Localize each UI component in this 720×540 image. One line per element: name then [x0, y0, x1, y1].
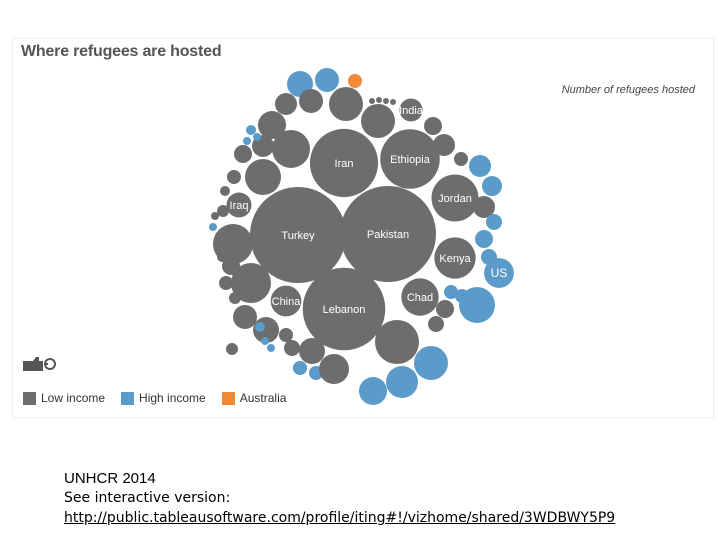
bubble[interactable] [390, 99, 396, 105]
chart-panel: Where refugees are hosted Number of refu… [12, 38, 714, 418]
bubble[interactable] [299, 338, 325, 364]
bubble[interactable] [267, 344, 275, 352]
bubble-label: China [272, 296, 302, 308]
bubble[interactable] [361, 104, 395, 138]
bubble[interactable] [226, 343, 238, 355]
bubble-label: US [491, 266, 508, 280]
bubble[interactable] [211, 212, 219, 220]
bubble[interactable] [222, 257, 240, 275]
bubble[interactable] [386, 366, 418, 398]
bubble[interactable] [428, 316, 444, 332]
interactive-note: See interactive version: [64, 490, 231, 506]
bubble[interactable] [436, 300, 454, 318]
color-legend: Low income High income Australia [23, 391, 286, 405]
bubble-kenya[interactable] [434, 237, 476, 279]
bubble[interactable] [227, 170, 241, 184]
bubble[interactable] [209, 223, 217, 231]
legend-label: Low income [41, 391, 106, 405]
bubble[interactable] [231, 263, 271, 303]
bubble[interactable] [482, 176, 502, 196]
bubble[interactable] [455, 289, 469, 303]
bubble[interactable] [369, 98, 375, 104]
bubble[interactable] [444, 285, 458, 299]
bubble[interactable] [261, 337, 269, 345]
legend-item-low-income[interactable]: Low income [23, 391, 105, 405]
bubble-label: Turkey [281, 230, 315, 242]
bubble[interactable] [243, 137, 251, 145]
bubble-china[interactable] [270, 285, 302, 317]
bubble-pakistan[interactable] [340, 186, 436, 282]
legend-swatch [121, 391, 135, 405]
bubble-label: Chad [407, 292, 433, 304]
bubble[interactable] [215, 232, 223, 240]
bubble[interactable] [319, 354, 349, 384]
bubble-label: Iraq [230, 200, 249, 212]
bubble[interactable] [246, 125, 256, 135]
bubble[interactable] [454, 152, 468, 166]
bubble-india[interactable] [399, 98, 423, 122]
bubble-label: Lebanon [323, 304, 366, 316]
bubble[interactable] [220, 186, 230, 196]
bubble-turkey[interactable] [250, 187, 346, 283]
legend-item-australia[interactable]: Australia [221, 391, 287, 405]
bubble-label: Ethiopia [390, 154, 431, 166]
bubble[interactable] [279, 328, 293, 342]
bubble[interactable] [329, 87, 363, 121]
bubble-label: Jordan [438, 193, 472, 205]
bubble[interactable] [475, 230, 493, 248]
bubble[interactable] [217, 205, 229, 217]
bubble[interactable] [359, 377, 387, 405]
caption: UNHCR 2014 See interactive version: http… [64, 470, 615, 527]
bubble[interactable] [424, 117, 442, 135]
bubble[interactable] [233, 305, 257, 329]
legend-label: Australia [239, 391, 287, 405]
bubble[interactable] [253, 133, 261, 141]
bubble-label: Iran [335, 158, 354, 170]
bubble-ethiopia[interactable] [380, 129, 440, 189]
bubble[interactable] [299, 89, 323, 113]
bubble-us[interactable] [484, 258, 514, 288]
bubble[interactable] [383, 98, 389, 104]
legend-item-high-income[interactable]: High income [121, 391, 206, 405]
bubble[interactable] [272, 130, 310, 168]
bubble[interactable] [376, 97, 382, 103]
bubble[interactable] [293, 361, 307, 375]
bubble-chart[interactable]: Turkey Pakistan Lebanon Iran Ethiopia Jordan K… [13, 39, 713, 419]
bubble[interactable] [348, 74, 362, 88]
bubble[interactable] [255, 322, 265, 332]
revert-icon[interactable] [21, 353, 57, 375]
bubble[interactable] [473, 196, 495, 218]
source-note: UNHCR 2014 [64, 470, 156, 487]
bubble[interactable] [219, 276, 233, 290]
legend-label: High income [139, 391, 206, 405]
bubble-label: Pakistan [367, 229, 409, 241]
chart-title: Where refugees are hosted [21, 43, 222, 60]
bubble[interactable] [245, 159, 281, 195]
bubble[interactable] [234, 145, 252, 163]
bubble[interactable] [229, 292, 241, 304]
bubble[interactable] [315, 68, 339, 92]
bubble-label: India [399, 105, 424, 117]
bubble[interactable] [275, 93, 297, 115]
size-legend-label: Number of refugees hosted [561, 84, 695, 96]
bubble-jordan[interactable] [431, 174, 479, 222]
interactive-link[interactable]: http://public.tableausoftware.com/profil… [64, 510, 616, 526]
bubble-lebanon[interactable] [302, 267, 386, 351]
bubble[interactable] [469, 155, 491, 177]
legend-swatch [221, 391, 235, 405]
bubble[interactable] [284, 340, 300, 356]
bubble[interactable] [217, 252, 227, 262]
bubble-iraq[interactable] [226, 192, 252, 218]
bubble[interactable] [258, 111, 286, 139]
bubble[interactable] [375, 320, 419, 364]
bubble[interactable] [486, 214, 502, 230]
bubble-chad[interactable] [401, 278, 439, 316]
bubble[interactable] [414, 346, 448, 380]
bubble-label: Kenya [439, 253, 471, 265]
bubble-iran[interactable] [309, 128, 379, 198]
legend-swatch [23, 391, 36, 405]
